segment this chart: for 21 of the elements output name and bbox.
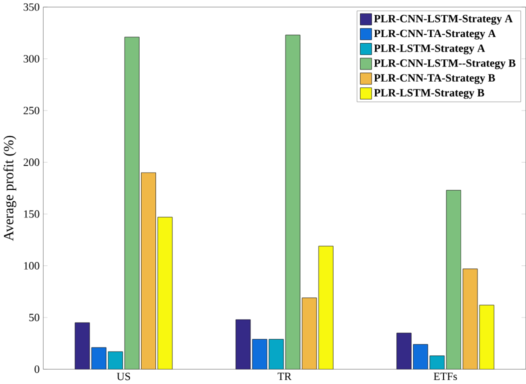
legend-label: PLR-CNN-LSTM-Strategy A	[374, 15, 513, 25]
x-tick-label: US	[116, 373, 130, 380]
legend-label: PLR-CNN-TA-Strategy B	[374, 74, 495, 84]
y-tick-label: 0	[34, 366, 40, 374]
y-tick-label: 200	[24, 158, 40, 166]
y-tick-label: 350	[24, 4, 40, 12]
y-tick-label: 100	[24, 262, 40, 270]
bar	[91, 348, 106, 370]
y-tick-label: 150	[24, 210, 40, 218]
legend-label: PLR-LSTM-Strategy B	[374, 89, 484, 100]
bar	[413, 344, 428, 370]
y-axis-title: Average profit (%)	[3, 136, 16, 242]
y-tick-label: 300	[24, 55, 40, 63]
y-tick-label: 50	[29, 314, 40, 322]
x-tick-label: TR	[278, 373, 292, 380]
x-tick-label: ETFs	[434, 373, 457, 380]
legend-label: PLR-LSTM-Strategy A	[374, 44, 486, 55]
bar	[252, 339, 268, 370]
legend-label: PLR-CNN-TA-Strategy A	[374, 30, 496, 40]
legend-label: PLR-CNN-LSTM--Strategy B	[374, 60, 516, 70]
y-tick-label: 250	[24, 107, 40, 114]
